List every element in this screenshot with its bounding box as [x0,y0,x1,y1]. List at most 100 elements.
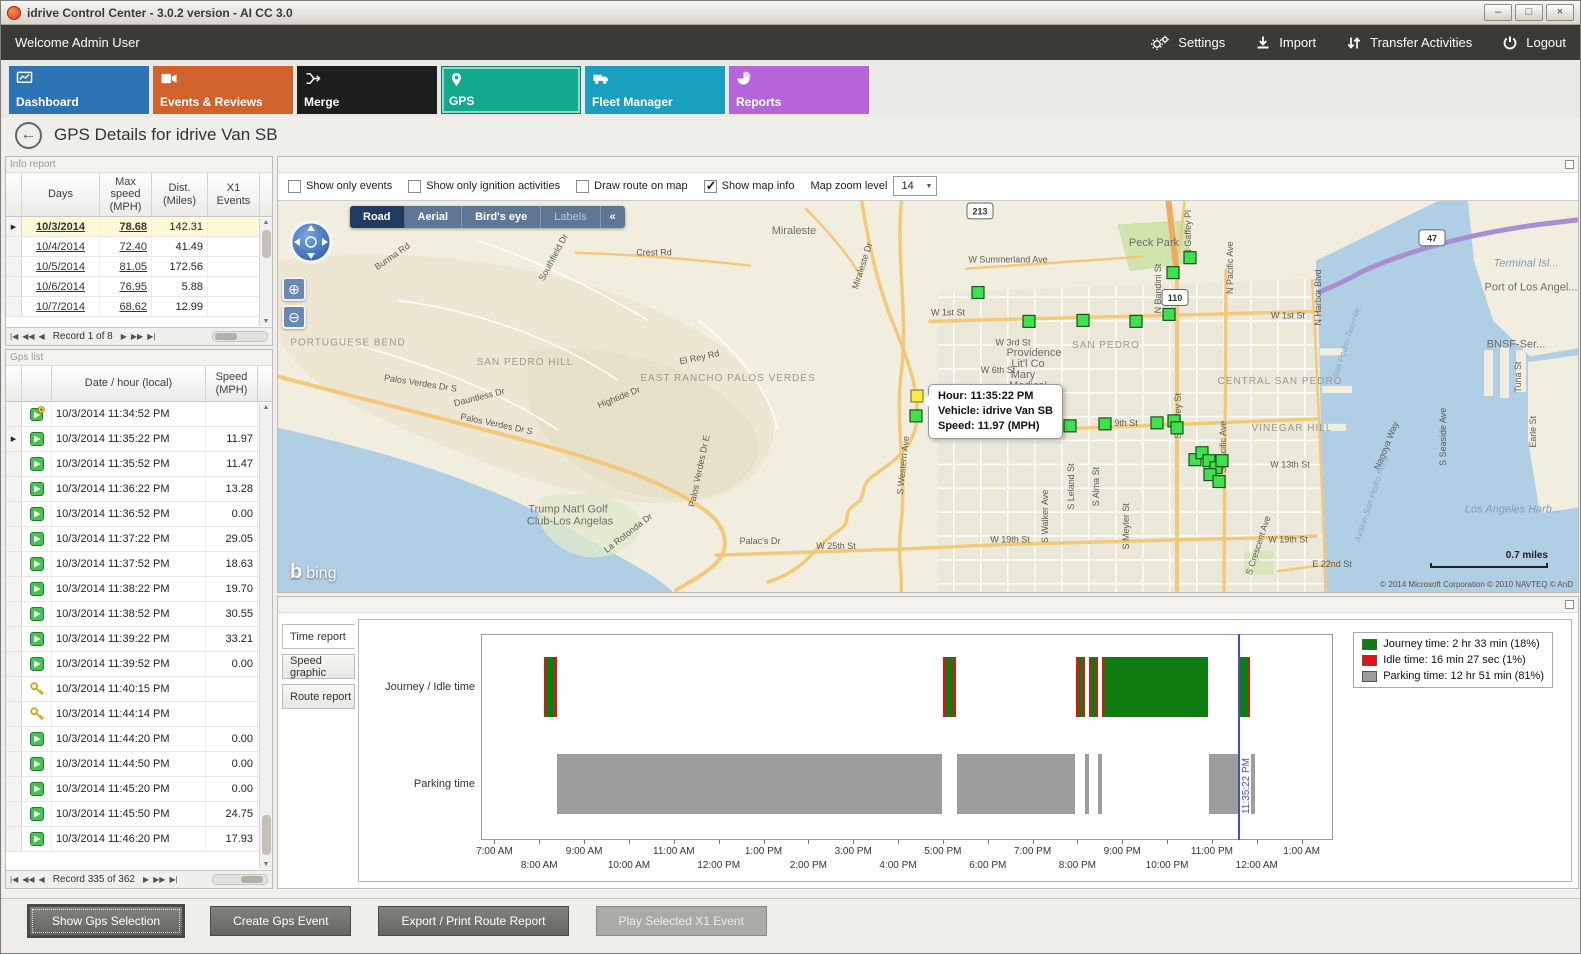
max-speed-cell[interactable]: 81.05 [100,257,152,276]
expand-chart-panel-button[interactable] [1565,600,1574,609]
gps-marker[interactable] [1215,454,1229,468]
info-report-row[interactable]: 10/4/2014 72.40 41.49 [6,237,272,257]
day-link[interactable]: 10/5/2014 [36,260,85,273]
gps-list-row[interactable]: 10/3/2014 11:38:22 PM 19.70 [6,577,272,602]
gps-marker[interactable] [1203,468,1217,482]
nav-tab-events-reviews[interactable]: Events & Reviews [153,66,293,114]
map-view-tab-bird-s-eye[interactable]: Bird's eye [462,206,542,228]
map-zoom-in-button[interactable]: ⊕ [282,277,306,301]
gps-marker[interactable] [909,409,923,423]
expand-map-panel-button[interactable] [1565,160,1574,169]
checkbox-box[interactable] [408,179,422,193]
prev-page-button[interactable]: ◀ [38,874,45,884]
export-print-route-report-button[interactable]: Export / Print Route Report [378,906,569,936]
day-cell[interactable]: 10/7/2014 [22,297,100,316]
max-speed-cell[interactable]: 76.95 [100,277,152,296]
horizontal-scrollbar[interactable] [212,331,268,342]
import-button[interactable]: Import [1255,35,1316,51]
day-cell[interactable]: 10/6/2014 [22,277,100,296]
nav-tab-fleet-manager[interactable]: Fleet Manager [585,66,725,114]
tab-time-report[interactable]: Time report [282,624,355,649]
prev-group-button[interactable]: ◀◀ [22,874,35,884]
gps-marker[interactable] [1098,417,1112,431]
gps-list-row[interactable]: 10/3/2014 11:36:22 PM 13.28 [6,477,272,502]
checkbox-box[interactable] [703,178,717,194]
checkbox-box[interactable] [576,179,590,193]
next-group-button[interactable]: ▶▶ [130,331,144,341]
checkbox-draw-route-on-map[interactable]: Draw route on map [576,179,688,193]
maximize-button[interactable]: □ [1515,4,1543,21]
next-page-button[interactable]: ▶ [142,874,150,884]
nav-tab-gps[interactable]: GPS [441,66,581,114]
max-speed-cell[interactable]: 78.68 [100,217,152,236]
day-link[interactable]: 10/3/2014 [36,220,85,233]
gps-list-row[interactable]: 10/3/2014 11:37:22 PM 29.05 [6,527,272,552]
gps-marker[interactable] [1183,251,1197,265]
map-pan-control[interactable] [288,219,334,265]
gps-marker[interactable] [1022,314,1036,328]
gps-list-scrollbar[interactable]: ▲ ▼ [259,403,272,869]
checkbox-show-map-info[interactable]: Show map info [703,178,794,194]
create-gps-event-button[interactable]: Create Gps Event [210,906,352,936]
next-group-button[interactable]: ▶▶ [153,874,166,884]
show-gps-selection-button[interactable]: Show Gps Selection [29,906,184,936]
gps-list-row[interactable]: 10/3/2014 11:44:20 PM 0.00 [6,727,272,752]
day-link[interactable]: 10/7/2014 [36,300,85,313]
checkbox-show-only-events[interactable]: Show only events [288,179,392,193]
gps-marker[interactable] [1212,474,1226,489]
gps-marker[interactable] [1188,453,1202,467]
gps-list-row[interactable]: 10/3/2014 11:37:52 PM 18.63 [6,552,272,577]
collapse-map-tabs-button[interactable]: « [609,211,616,223]
gps-marker[interactable] [1150,416,1164,430]
checkbox-show-only-ignition-activities[interactable]: Show only ignition activities [408,179,560,193]
gps-list-row[interactable]: 10/3/2014 11:45:20 PM 0.00 [6,777,272,802]
back-button[interactable]: ← [15,121,42,149]
info-report-scrollbar[interactable]: ▲ ▼ [259,218,272,326]
tab-route-report[interactable]: Route report [282,684,355,709]
gps-list-row[interactable]: 10/3/2014 11:44:14 PM [6,702,272,727]
nav-tab-merge[interactable]: Merge [297,66,437,114]
info-report-row[interactable]: 10/5/2014 81.05 172.56 [6,257,272,277]
info-report-row[interactable]: 10/7/2014 68.62 12.99 [6,297,272,317]
gps-marker[interactable] [1166,266,1180,280]
gps-list-row[interactable]: 10/3/2014 11:46:20 PM 17.93 [6,827,272,852]
last-page-button[interactable]: ▶| [169,874,178,884]
next-page-button[interactable]: ▶ [120,331,127,341]
gps-list-row[interactable]: 10/3/2014 11:45:50 PM 24.75 [6,802,272,827]
map-zoom-level-select[interactable]: 14 ▼ [893,176,938,196]
nav-tab-dashboard[interactable]: Dashboard [9,66,149,114]
first-page-button[interactable]: |◀ [10,331,19,341]
gps-marker[interactable] [1162,307,1176,321]
selected-gps-marker[interactable] [910,389,924,403]
day-link[interactable]: 10/4/2014 [36,240,85,253]
gps-list-row[interactable]: 10/3/2014 11:34:52 PM [6,402,272,427]
gps-list-row[interactable]: 10/3/2014 11:39:22 PM 33.21 [6,627,272,652]
info-report-row[interactable]: 10/6/2014 76.95 5.88 [6,277,272,297]
gps-marker[interactable] [971,285,985,300]
gps-list-row[interactable]: 10/3/2014 11:40:15 PM [6,677,272,702]
map-view-tab-road[interactable]: Road [350,206,405,228]
gps-marker[interactable] [1129,314,1143,328]
max-speed-link[interactable]: 76.95 [119,280,147,293]
day-cell[interactable]: 10/4/2014 [22,237,100,256]
max-speed-link[interactable]: 72.40 [119,240,147,253]
gps-list-row[interactable]: 10/3/2014 11:44:50 PM 0.00 [6,752,272,777]
day-cell[interactable]: 10/5/2014 [22,257,100,276]
transfer-button[interactable]: Transfer Activities [1346,35,1472,51]
logout-button[interactable]: Logout [1502,35,1566,51]
gps-list-row[interactable]: 10/3/2014 11:36:52 PM 0.00 [6,502,272,527]
horizontal-scrollbar[interactable] [212,874,268,885]
tab-speed-graphic[interactable]: Speed graphic [282,654,355,679]
gps-list-row[interactable]: ▶ 10/3/2014 11:35:22 PM 11.97 [6,427,272,452]
max-speed-cell[interactable]: 68.62 [100,297,152,316]
gps-marker[interactable] [1063,419,1077,433]
gps-marker[interactable] [1195,446,1209,460]
map-canvas[interactable]: Miraleste Peck Park W Summerland Ave Crest … [278,200,1578,592]
gps-marker[interactable] [1170,421,1184,435]
close-button[interactable]: × [1546,4,1574,21]
map-zoom-out-button[interactable]: ⊖ [282,305,306,329]
max-speed-link[interactable]: 68.62 [119,300,147,313]
settings-button[interactable]: Settings [1150,35,1225,51]
prev-group-button[interactable]: ◀◀ [22,331,35,341]
gps-marker[interactable] [1076,313,1090,327]
